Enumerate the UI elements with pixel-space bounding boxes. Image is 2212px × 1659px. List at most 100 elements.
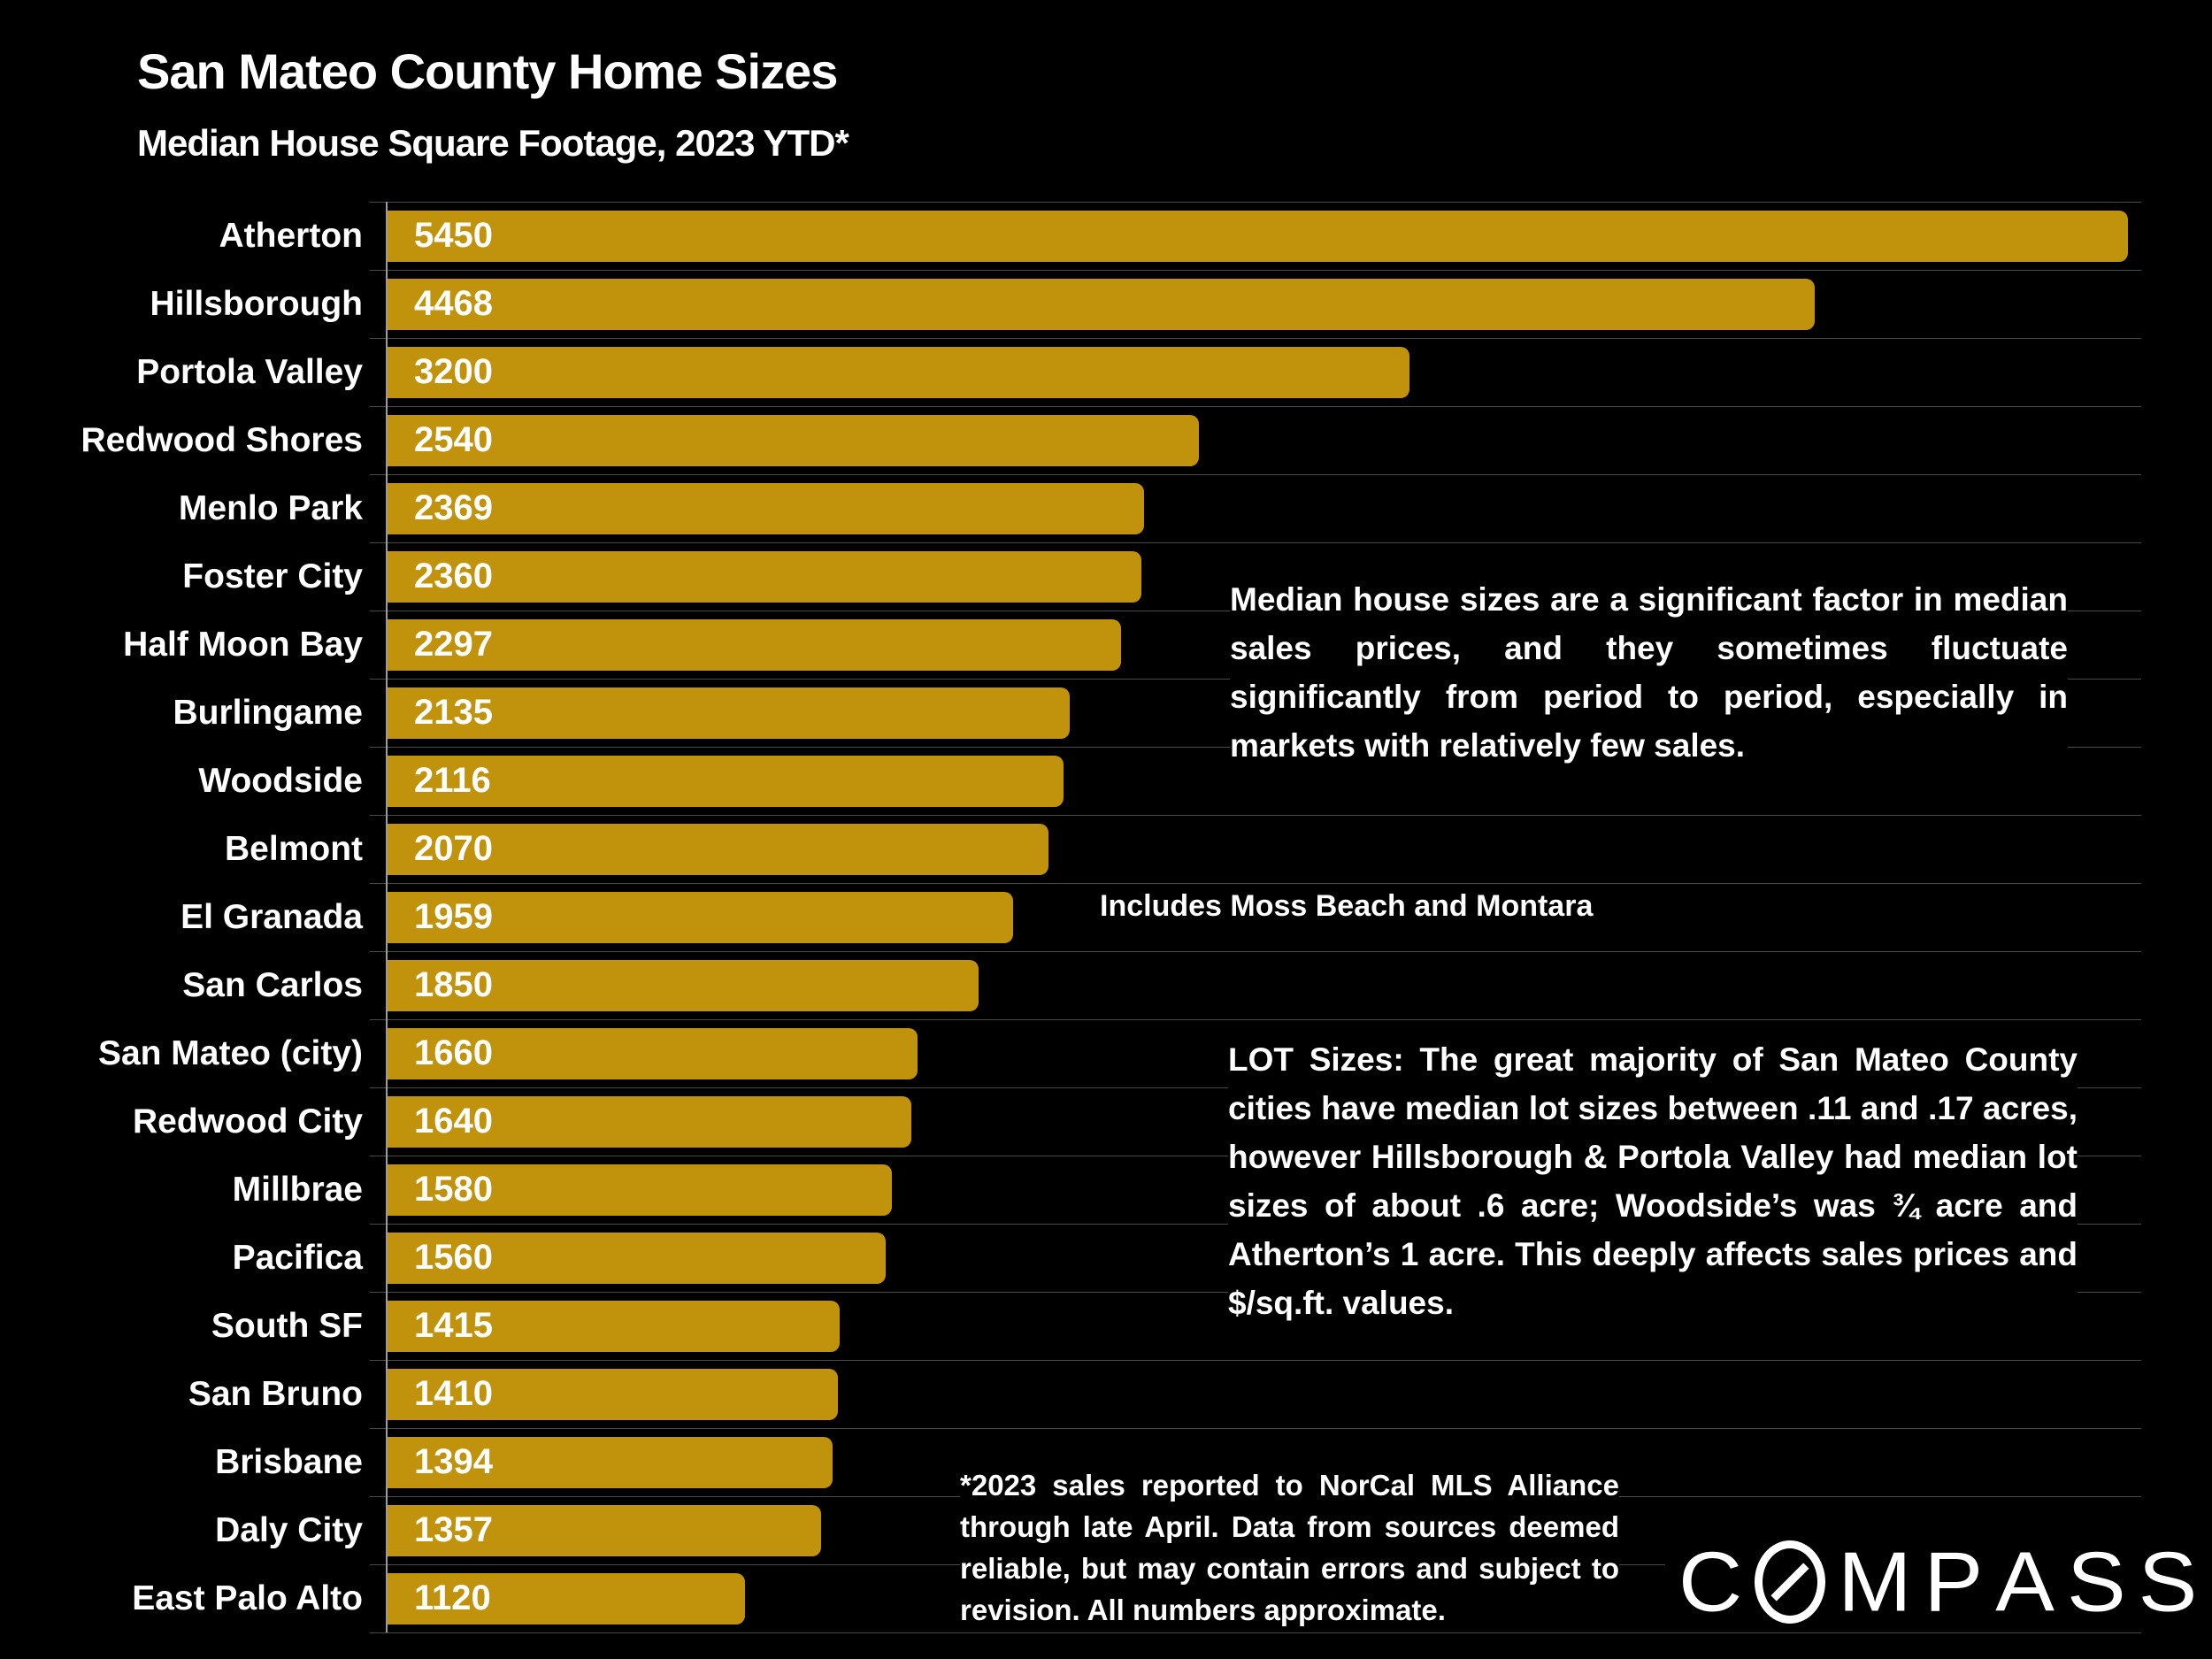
bar: 1560	[388, 1232, 887, 1284]
bar-row: 1415	[388, 1292, 2128, 1360]
label-row: East Palo Alto	[0, 1564, 363, 1632]
compass-o-ring-icon	[1755, 1540, 1826, 1624]
label-row: Daly City	[0, 1496, 363, 1564]
bar-value-label: 4468	[414, 284, 493, 323]
bar-row: 5450	[388, 202, 2128, 270]
category-label: Redwood Shores	[81, 420, 363, 459]
bar-value-label: 5450	[414, 216, 493, 255]
bar-value-label: 2116	[414, 761, 491, 800]
bar-value-label: 3200	[414, 352, 493, 391]
label-row: Portola Valley	[0, 338, 363, 406]
label-row: San Bruno	[0, 1360, 363, 1428]
logo-letter: S	[2066, 1534, 2126, 1630]
category-label: Brisbane	[215, 1442, 363, 1481]
bar-row: 1120	[388, 1564, 2128, 1632]
bar-value-label: 1410	[414, 1374, 493, 1413]
bar-row: 2070	[388, 815, 2128, 883]
bar-value-label: 1394	[414, 1442, 493, 1481]
bar-value-label: 1850	[414, 965, 493, 1004]
label-row: South SF	[0, 1292, 363, 1360]
bar: 2360	[388, 550, 1141, 603]
category-label: Foster City	[182, 557, 363, 595]
bar: 1580	[388, 1164, 893, 1216]
bar-row: 4468	[388, 270, 2128, 338]
bar-row: 1394	[388, 1428, 2128, 1496]
bar: 4468	[388, 278, 1815, 330]
bar-row: 2135	[388, 679, 2128, 747]
label-row: Brisbane	[0, 1428, 363, 1496]
bar: 1120	[388, 1572, 746, 1624]
label-row: Atherton	[0, 202, 363, 270]
category-label: El Granada	[180, 897, 363, 936]
bar-row: 2540	[388, 406, 2128, 474]
category-axis-line	[386, 202, 388, 1632]
median-sizes-note: Median house sizes are a significant fac…	[1230, 575, 2068, 770]
bar: 1959	[388, 891, 1014, 943]
page-subtitle: Median House Square Footage, 2023 YTD*	[137, 122, 849, 164]
bar-value-label: 2360	[414, 557, 493, 595]
label-row: Half Moon Bay	[0, 611, 363, 679]
bar-value-label: 1415	[414, 1306, 493, 1345]
bar-row: 1580	[388, 1156, 2128, 1224]
bar-row: 1410	[388, 1360, 2128, 1428]
category-label: Redwood City	[133, 1102, 363, 1141]
bar: 2369	[388, 482, 1144, 534]
label-row: Woodside	[0, 747, 363, 815]
bar-value-label: 1640	[414, 1102, 493, 1141]
bar: 2540	[388, 414, 1199, 466]
bar: 2297	[388, 618, 1122, 671]
bar-row: 1560	[388, 1224, 2128, 1292]
bar-value-label: 2135	[414, 693, 493, 732]
category-label: Pacifica	[232, 1238, 363, 1277]
label-row: San Carlos	[0, 951, 363, 1019]
logo-letter: P	[1924, 1534, 1984, 1630]
label-row: Pacifica	[0, 1224, 363, 1292]
category-label: Portola Valley	[136, 352, 363, 391]
page-title: San Mateo County Home Sizes	[137, 43, 838, 99]
label-row: San Mateo (city)	[0, 1019, 363, 1087]
logo-letter: M	[1838, 1534, 1912, 1630]
bar-row: 2360	[388, 542, 2128, 611]
bar-value-label: 2070	[414, 829, 493, 868]
bar-value-label: 2297	[414, 625, 493, 664]
bar-row: 1357	[388, 1496, 2128, 1564]
bar: 3200	[388, 346, 1409, 398]
data-source-footnote: *2023 sales reported to NorCal MLS Allia…	[960, 1464, 1619, 1631]
category-label: Menlo Park	[178, 488, 363, 527]
category-label: East Palo Alto	[132, 1578, 363, 1617]
category-label: Atherton	[219, 216, 363, 255]
label-row: Menlo Park	[0, 474, 363, 542]
bar-value-label: 2369	[414, 488, 493, 527]
category-label: Millbrae	[232, 1170, 363, 1209]
bar-row: 2369	[388, 474, 2128, 542]
label-row: Burlingame	[0, 679, 363, 747]
bar: 2070	[388, 823, 1049, 875]
bar: 1415	[388, 1300, 840, 1352]
lot-sizes-note: LOT Sizes: The great majority of San Mat…	[1228, 1035, 2078, 1327]
bar-value-label: 1120	[414, 1578, 491, 1617]
bar-value-label: 1580	[414, 1170, 493, 1209]
bar: 1394	[388, 1436, 833, 1488]
label-row: Belmont	[0, 815, 363, 883]
bar-row: 3200	[388, 338, 2128, 406]
bars-column: 5450 4468 3200 2540 2369 2360 2297 2135 2116 2070…	[388, 202, 2128, 1632]
bar-row: 1640	[388, 1087, 2128, 1156]
bar: 1660	[388, 1027, 918, 1079]
category-label: Daly City	[215, 1510, 363, 1549]
bar-value-label: 2540	[414, 420, 493, 459]
bar: 2135	[388, 687, 1070, 739]
category-labels-column: Atherton Hillsborough Portola Valley Redwoo…	[0, 202, 363, 1632]
logo-letter: S	[2138, 1534, 2198, 1630]
label-row: Redwood Shores	[0, 406, 363, 474]
compass-needle-icon	[1770, 1563, 1809, 1601]
category-label: Woodside	[198, 761, 363, 800]
bar: 1850	[388, 959, 979, 1011]
bar: 1640	[388, 1095, 911, 1148]
category-label: San Bruno	[188, 1374, 363, 1413]
label-row: Redwood City	[0, 1087, 363, 1156]
bar-value-label: 1959	[414, 897, 493, 936]
category-label: Burlingame	[173, 693, 363, 732]
category-label: San Mateo (city)	[97, 1033, 363, 1072]
